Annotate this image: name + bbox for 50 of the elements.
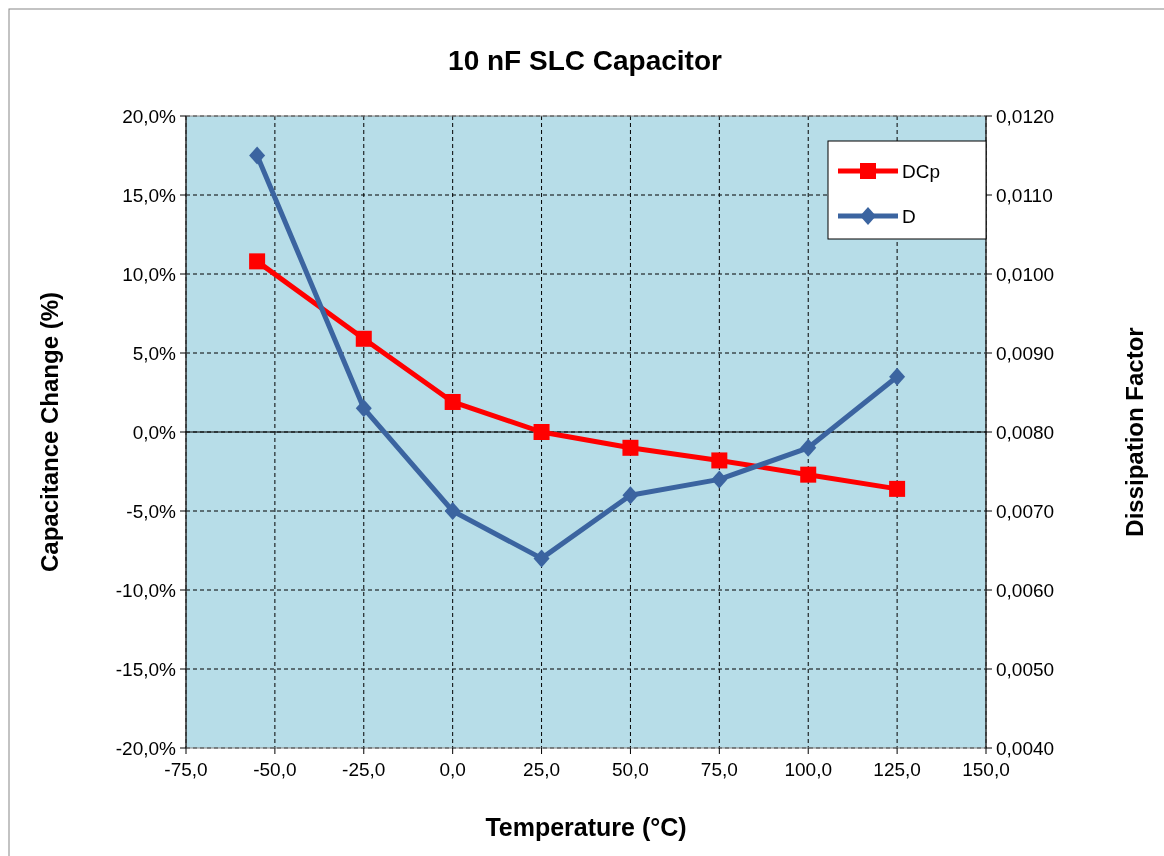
point: [711, 452, 728, 469]
point: [889, 367, 906, 386]
point: [249, 146, 266, 165]
y2-tick-label: 0,0050: [996, 658, 1055, 680]
point: [800, 466, 817, 483]
y-tick-label: -20,0%: [115, 737, 177, 759]
y-tick-label: 0,0%: [132, 421, 177, 443]
x-tick-label: 150,0: [962, 759, 1010, 780]
y-tick-label: -15,0%: [115, 658, 177, 680]
x-tick-label: 0,0: [439, 759, 466, 780]
x-axis-title: Temperature (°C): [485, 813, 687, 841]
chart-title: 10 nF SLC Capacitor: [448, 45, 723, 76]
x-tick-label: 75,0: [700, 759, 738, 780]
point: [889, 480, 906, 497]
y-axis-title: Capacitance Change (%): [36, 291, 63, 573]
y2-tick-label: 0,0100: [996, 263, 1055, 285]
x-tick-label: 100,0: [784, 759, 832, 780]
x-tick-label: -75,0: [164, 759, 208, 780]
x-tick-label: 50,0: [611, 759, 649, 780]
point: [249, 253, 266, 270]
x-tick-label: 125,0: [873, 759, 921, 780]
y-tick-label: -10,0%: [115, 579, 177, 601]
point: [622, 486, 639, 505]
y2-axis-title: Dissipation Factor: [1121, 327, 1148, 537]
x-tick-label: -25,0: [342, 759, 386, 780]
point: [355, 399, 372, 418]
point: [800, 438, 817, 457]
point: [622, 439, 639, 456]
point: [444, 502, 461, 520]
point: [533, 424, 550, 440]
y-tick-label: -5,0%: [126, 500, 177, 522]
y-tick-label: 20,0%: [122, 105, 177, 127]
y2-tick-label: 0,0090: [996, 342, 1055, 364]
y2-tick-label: 0,0040: [996, 737, 1055, 759]
legend-label: DCp: [902, 160, 941, 182]
point: [444, 393, 461, 410]
y2-tick-label: 0,0110: [996, 184, 1053, 206]
point: [711, 470, 728, 489]
x-tick-label: -50,0: [253, 759, 297, 780]
y-tick-label: 10,0%: [122, 263, 177, 285]
legend-label: D: [902, 205, 916, 227]
y-tick-label: 15,0%: [122, 184, 177, 206]
point: [355, 330, 372, 347]
y-tick-label: 5,0%: [132, 342, 177, 364]
y2-tick-label: 0,0080: [996, 421, 1055, 443]
y2-tick-label: 0,0120: [996, 105, 1055, 127]
y2-tick-label: 0,0070: [996, 500, 1055, 522]
point: [533, 549, 550, 568]
y2-tick-label: 0,0060: [996, 579, 1055, 601]
x-tick-label: 25,0: [523, 759, 561, 780]
